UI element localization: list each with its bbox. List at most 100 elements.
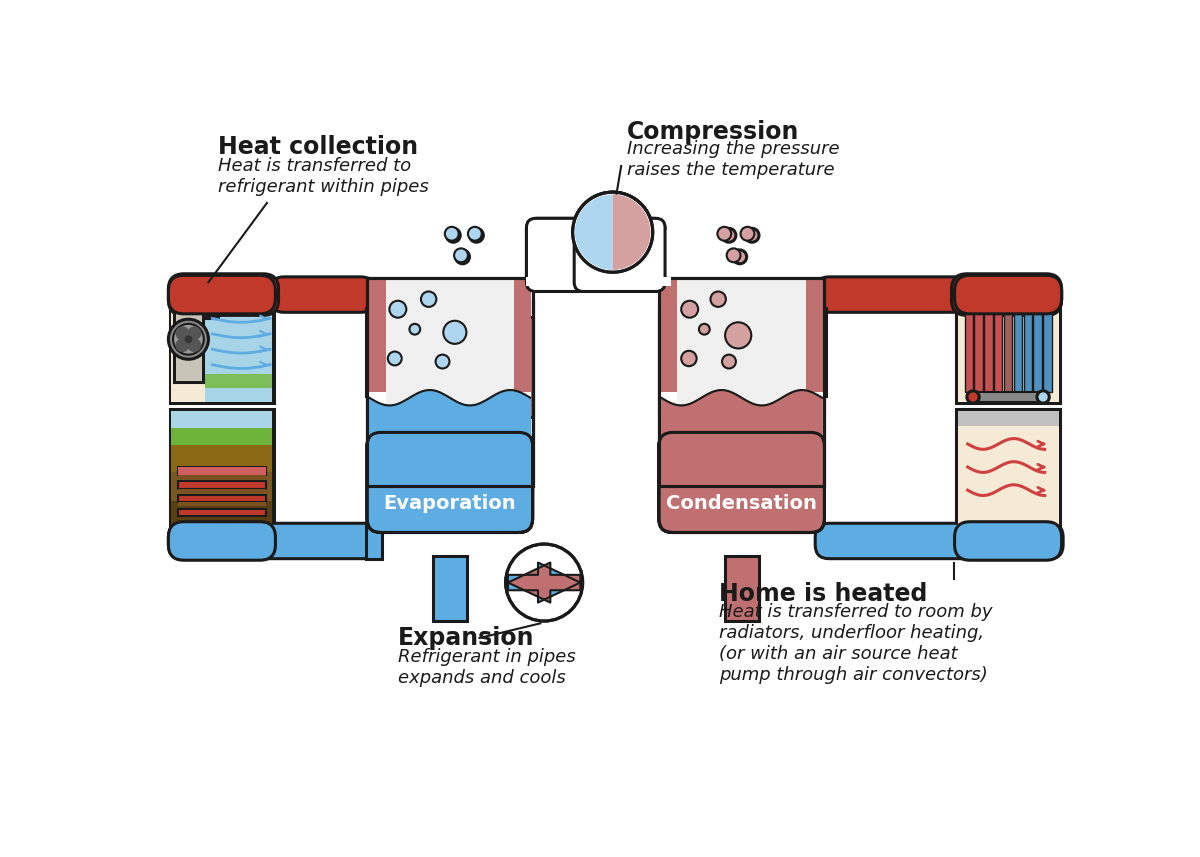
Circle shape [410,326,421,336]
Bar [956,284,1060,403]
Bar [368,280,532,438]
FancyBboxPatch shape [954,522,1062,560]
Circle shape [727,249,740,262]
Circle shape [456,250,469,264]
Bar [367,279,533,486]
Circle shape [391,303,408,319]
Bar [659,279,824,486]
Polygon shape [661,398,822,485]
Bar [808,317,824,417]
FancyBboxPatch shape [815,277,1062,312]
Text: Heat is transferred to
refrigerant within pipes: Heat is transferred to refrigerant withi… [218,157,430,195]
Bar [178,494,266,502]
Circle shape [438,357,450,369]
Bar [809,308,826,396]
Bar [958,411,1058,426]
Circle shape [173,324,204,355]
Wedge shape [613,195,650,270]
Text: Home is heated: Home is heated [719,582,928,606]
Circle shape [740,227,755,241]
Bar [366,524,383,559]
Circle shape [682,351,697,366]
Bar [970,393,1046,402]
Bar [178,467,266,475]
Circle shape [505,544,583,621]
Circle shape [725,322,751,349]
Circle shape [1037,391,1049,403]
Bar [172,428,272,445]
Circle shape [468,227,481,241]
Circle shape [168,319,209,359]
Bar [172,471,272,501]
Bar [204,374,272,387]
Polygon shape [370,398,530,485]
Bar [659,279,824,486]
Circle shape [698,324,709,334]
FancyBboxPatch shape [168,524,380,559]
Text: Condensation: Condensation [666,494,817,512]
Bar [178,509,266,516]
FancyBboxPatch shape [270,277,374,312]
Wedge shape [575,195,613,270]
Circle shape [436,355,450,369]
Circle shape [722,228,736,243]
Circle shape [185,335,192,343]
Bar [659,279,824,486]
FancyBboxPatch shape [168,273,278,315]
Bar [984,290,992,393]
Bar [178,502,266,506]
Bar [1033,290,1042,393]
Bar [366,308,383,396]
Bar [204,285,272,402]
Circle shape [572,192,653,273]
Circle shape [409,324,420,334]
Circle shape [572,192,653,273]
Bar [660,280,823,438]
Bar [974,290,983,393]
Bar [677,280,806,486]
Bar [994,290,1002,393]
Circle shape [445,227,458,241]
FancyBboxPatch shape [574,219,665,291]
Polygon shape [508,562,581,602]
Bar [958,411,1058,527]
Bar [178,475,266,478]
Text: Heat collection: Heat collection [218,135,419,159]
Circle shape [733,250,746,264]
FancyBboxPatch shape [659,433,824,532]
Circle shape [722,357,736,370]
Text: Condensation: Condensation [666,492,817,511]
Bar [958,285,1058,402]
Circle shape [175,327,190,340]
Bar [1024,290,1032,393]
Circle shape [710,291,726,307]
Bar [170,284,274,403]
Bar [176,294,200,380]
Circle shape [682,301,698,318]
Bar [178,488,266,493]
Bar [1043,290,1051,393]
Text: Expansion: Expansion [398,626,534,650]
Circle shape [469,228,484,243]
Polygon shape [370,390,530,482]
Bar [659,317,676,417]
Bar [956,410,1060,529]
FancyBboxPatch shape [565,219,665,296]
Circle shape [967,391,979,403]
Bar [172,445,272,471]
Circle shape [745,228,758,243]
Circle shape [389,301,407,318]
Bar [178,467,266,475]
Text: Increasing the pressure
raises the temperature: Increasing the pressure raises the tempe… [626,140,839,178]
Circle shape [443,323,464,345]
Bar [433,555,467,621]
Bar [174,291,203,382]
Bar [527,277,545,286]
FancyBboxPatch shape [168,275,276,314]
Polygon shape [508,562,581,602]
FancyBboxPatch shape [168,522,276,560]
Circle shape [682,301,698,318]
FancyBboxPatch shape [527,219,626,296]
Bar [965,290,973,393]
Circle shape [454,249,468,262]
